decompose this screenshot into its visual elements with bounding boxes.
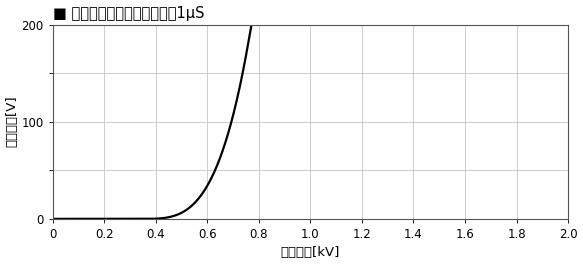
Y-axis label: 出力電圧[V]: 出力電圧[V]	[6, 96, 19, 148]
Text: ■ パルス減衰特性　パルス庅1μS: ■ パルス減衰特性 パルス庅1μS	[52, 6, 204, 21]
X-axis label: 入力電圧[kV]: 入力電圧[kV]	[280, 246, 340, 259]
